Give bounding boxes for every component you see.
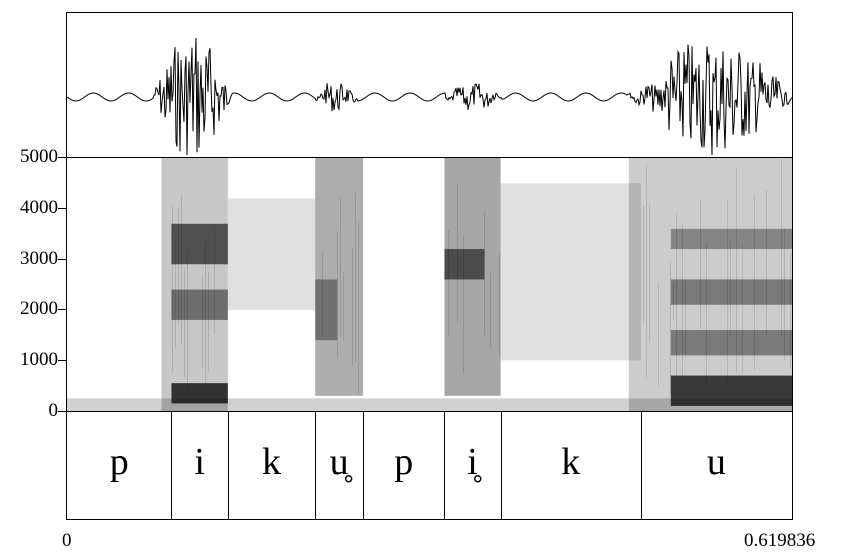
waveform-panel	[66, 12, 793, 158]
pitch-striation	[682, 224, 683, 377]
pitch-striation	[184, 269, 185, 378]
frequency-tick-label: 0	[48, 400, 59, 421]
segment-label: k	[561, 441, 581, 483]
pitch-striation	[343, 271, 344, 341]
frequency-tick-mark	[58, 207, 66, 209]
spectrogram-panel	[66, 157, 793, 412]
segment-boundary	[227, 412, 229, 519]
frequency-tick-mark	[58, 411, 66, 412]
segment-boundary	[315, 412, 317, 519]
pitch-striation	[340, 196, 341, 337]
segment-boundary	[640, 412, 642, 519]
formant-band	[670, 228, 792, 250]
pitch-striation	[766, 189, 767, 335]
pitch-striation	[685, 280, 686, 359]
voicing-band	[67, 398, 792, 411]
pitch-striation	[670, 261, 671, 395]
segment-label: p	[394, 441, 414, 483]
pitch-striation	[178, 209, 179, 324]
pitch-striation	[730, 241, 731, 336]
pitch-striation	[205, 242, 206, 385]
devoiced-vowel-noise	[315, 158, 364, 396]
textgrid-tier: p i k u̥ p i̥ k u	[66, 411, 793, 520]
spectrogram-image	[67, 158, 792, 411]
vowel-energy	[628, 158, 792, 411]
pitch-striation	[352, 248, 353, 366]
vowel-energy	[161, 158, 228, 411]
pitch-striation	[322, 252, 323, 337]
formant-band	[670, 375, 792, 406]
pitch-striation	[172, 206, 173, 373]
pitch-striation	[355, 192, 356, 362]
segment-boundary	[171, 412, 173, 519]
pitch-striation	[736, 167, 737, 373]
pitch-striation	[490, 272, 491, 348]
segment-label: u	[706, 441, 726, 483]
formant-band	[444, 249, 485, 280]
frequency-tick-label: 2000	[20, 298, 58, 320]
pitch-striation	[754, 195, 755, 370]
frequency-tick-label: 3000	[20, 247, 58, 269]
waveform-trace	[67, 37, 792, 156]
pitch-striation	[649, 204, 650, 341]
formant-band	[670, 330, 792, 356]
frequency-tick-mark	[58, 157, 66, 158]
pitch-striation	[781, 159, 782, 337]
pitch-striation	[706, 243, 707, 386]
pitch-striation	[337, 231, 338, 359]
formant-band	[171, 223, 228, 265]
pitch-striation	[499, 254, 500, 357]
pitch-striation	[676, 212, 677, 379]
pitch-striation	[790, 252, 791, 369]
pitch-striation	[700, 200, 701, 329]
segment-label: i̥	[467, 441, 478, 483]
frication-noise	[500, 183, 641, 361]
frequency-tick-label: 4000	[20, 196, 58, 218]
pitch-striation	[202, 274, 203, 370]
segment-boundary	[500, 412, 502, 519]
pitch-striation	[727, 199, 728, 383]
formant-band	[171, 383, 228, 404]
pitch-striation	[181, 195, 182, 345]
pitch-striation	[658, 282, 659, 386]
pitch-striation	[187, 252, 188, 392]
pitch-striation	[673, 282, 674, 321]
time-end-label: 0.619836	[744, 530, 816, 551]
pitch-striation	[175, 237, 176, 348]
time-start-label: 0	[62, 530, 72, 551]
pitch-striation	[214, 226, 215, 334]
pitch-striation	[646, 164, 647, 378]
pitch-striation	[457, 183, 458, 323]
segment-label: k	[262, 441, 282, 483]
pitch-striation	[208, 271, 209, 371]
frequency-tick-label: 1000	[20, 349, 58, 371]
frequency-tick-label: 5000	[20, 146, 58, 167]
segment-label: u̥	[329, 441, 349, 483]
formant-band	[171, 289, 228, 320]
pitch-striation	[463, 235, 464, 373]
segment-label: i	[194, 441, 205, 483]
pitch-striation	[358, 221, 359, 394]
frication-noise	[227, 198, 316, 310]
frequency-tick-mark	[58, 309, 66, 311]
pitch-striation	[484, 212, 485, 336]
pitch-striation	[742, 244, 743, 372]
pitch-striation	[784, 228, 785, 361]
segment-label: p	[109, 441, 129, 483]
segment-boundary	[363, 412, 365, 519]
formant-band	[670, 279, 792, 305]
formant-band	[315, 279, 338, 341]
frequency-tick-mark	[58, 360, 66, 362]
segment-boundary	[444, 412, 446, 519]
pitch-striation	[448, 230, 449, 337]
pitch-striation	[643, 205, 644, 322]
waveform-line	[67, 37, 792, 156]
frequency-tick-mark	[58, 258, 66, 260]
